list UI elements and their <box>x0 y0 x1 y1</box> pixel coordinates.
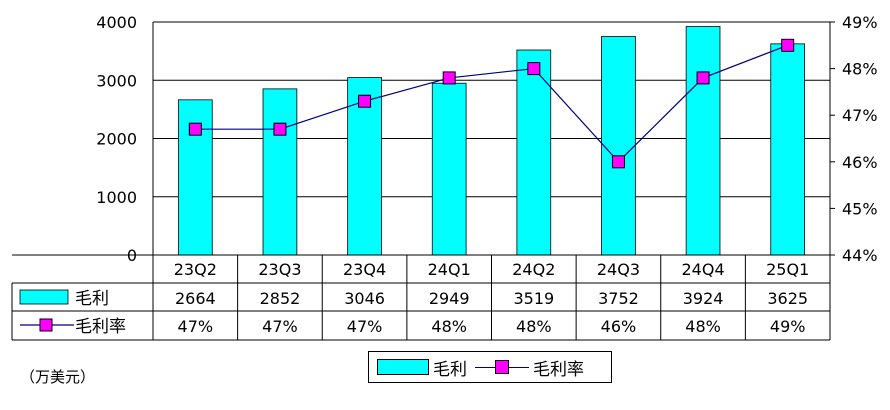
left-tick-label: 4000 <box>96 13 137 32</box>
table-cell: 47% <box>262 317 298 336</box>
legend-label-gross-profit: 毛利 <box>433 359 467 380</box>
x-tick-label: 24Q3 <box>597 260 640 279</box>
table-bar-key <box>19 289 69 305</box>
x-tick-label: 23Q3 <box>258 260 301 279</box>
bar <box>685 26 721 256</box>
right-tick-label: 48% <box>842 60 878 79</box>
margin-marker <box>188 122 202 136</box>
table-row-label: 毛利 <box>75 289 109 309</box>
chart-legend: 毛利 毛利率 <box>368 351 612 383</box>
margin-marker <box>611 155 625 169</box>
bar <box>262 88 298 256</box>
margin-marker <box>781 38 795 52</box>
legend-item-gross-margin: 毛利率 <box>475 355 584 380</box>
table-cell: 3752 <box>598 289 639 308</box>
right-tick-label: 44% <box>842 246 878 265</box>
legend-item-gross-profit: 毛利 <box>377 355 467 380</box>
table-cell: 48% <box>516 317 552 336</box>
margin-marker <box>442 71 456 85</box>
table-cell: 48% <box>685 317 721 336</box>
table-cell: 3046 <box>344 289 385 308</box>
left-tick-label: 3000 <box>96 71 137 90</box>
table-marker-key <box>39 318 53 332</box>
x-tick-label: 24Q4 <box>681 260 724 279</box>
legend-label-gross-margin: 毛利率 <box>533 359 584 380</box>
bar <box>770 43 806 256</box>
right-tick-label: 47% <box>842 106 878 125</box>
table-cell: 2852 <box>260 289 301 308</box>
bar <box>601 36 636 256</box>
right-tick-label: 46% <box>842 153 878 172</box>
table-cell: 3924 <box>683 289 724 308</box>
table-cell: 46% <box>601 317 637 336</box>
margin-marker <box>696 71 710 85</box>
right-tick-label: 45% <box>842 199 878 218</box>
legend-line-swatch <box>475 360 529 374</box>
left-tick-label: 1000 <box>96 188 137 207</box>
margin-marker <box>527 62 541 76</box>
table-cell: 3625 <box>767 289 808 308</box>
right-tick-label: 49% <box>842 13 878 32</box>
table-cell: 49% <box>770 317 806 336</box>
margin-line <box>195 44 788 163</box>
x-tick-label: 23Q4 <box>343 260 386 279</box>
table-cell: 2949 <box>429 289 470 308</box>
table-cell: 48% <box>431 317 467 336</box>
margin-marker <box>358 94 372 108</box>
table-cell: 47% <box>347 317 383 336</box>
legend-bar-swatch <box>377 359 429 375</box>
table-cell: 47% <box>178 317 214 336</box>
unit-note: （万美元） <box>20 368 96 386</box>
margin-marker <box>273 122 287 136</box>
x-tick-label: 23Q2 <box>174 260 217 279</box>
left-tick-label: 2000 <box>96 130 137 149</box>
table-cell: 3519 <box>513 289 554 308</box>
x-tick-label: 24Q2 <box>512 260 555 279</box>
x-tick-label: 24Q1 <box>428 260 471 279</box>
table-cell: 2664 <box>175 289 216 308</box>
bar <box>431 82 467 256</box>
table-row-label: 毛利率 <box>75 317 126 337</box>
x-tick-label: 25Q1 <box>766 260 809 279</box>
